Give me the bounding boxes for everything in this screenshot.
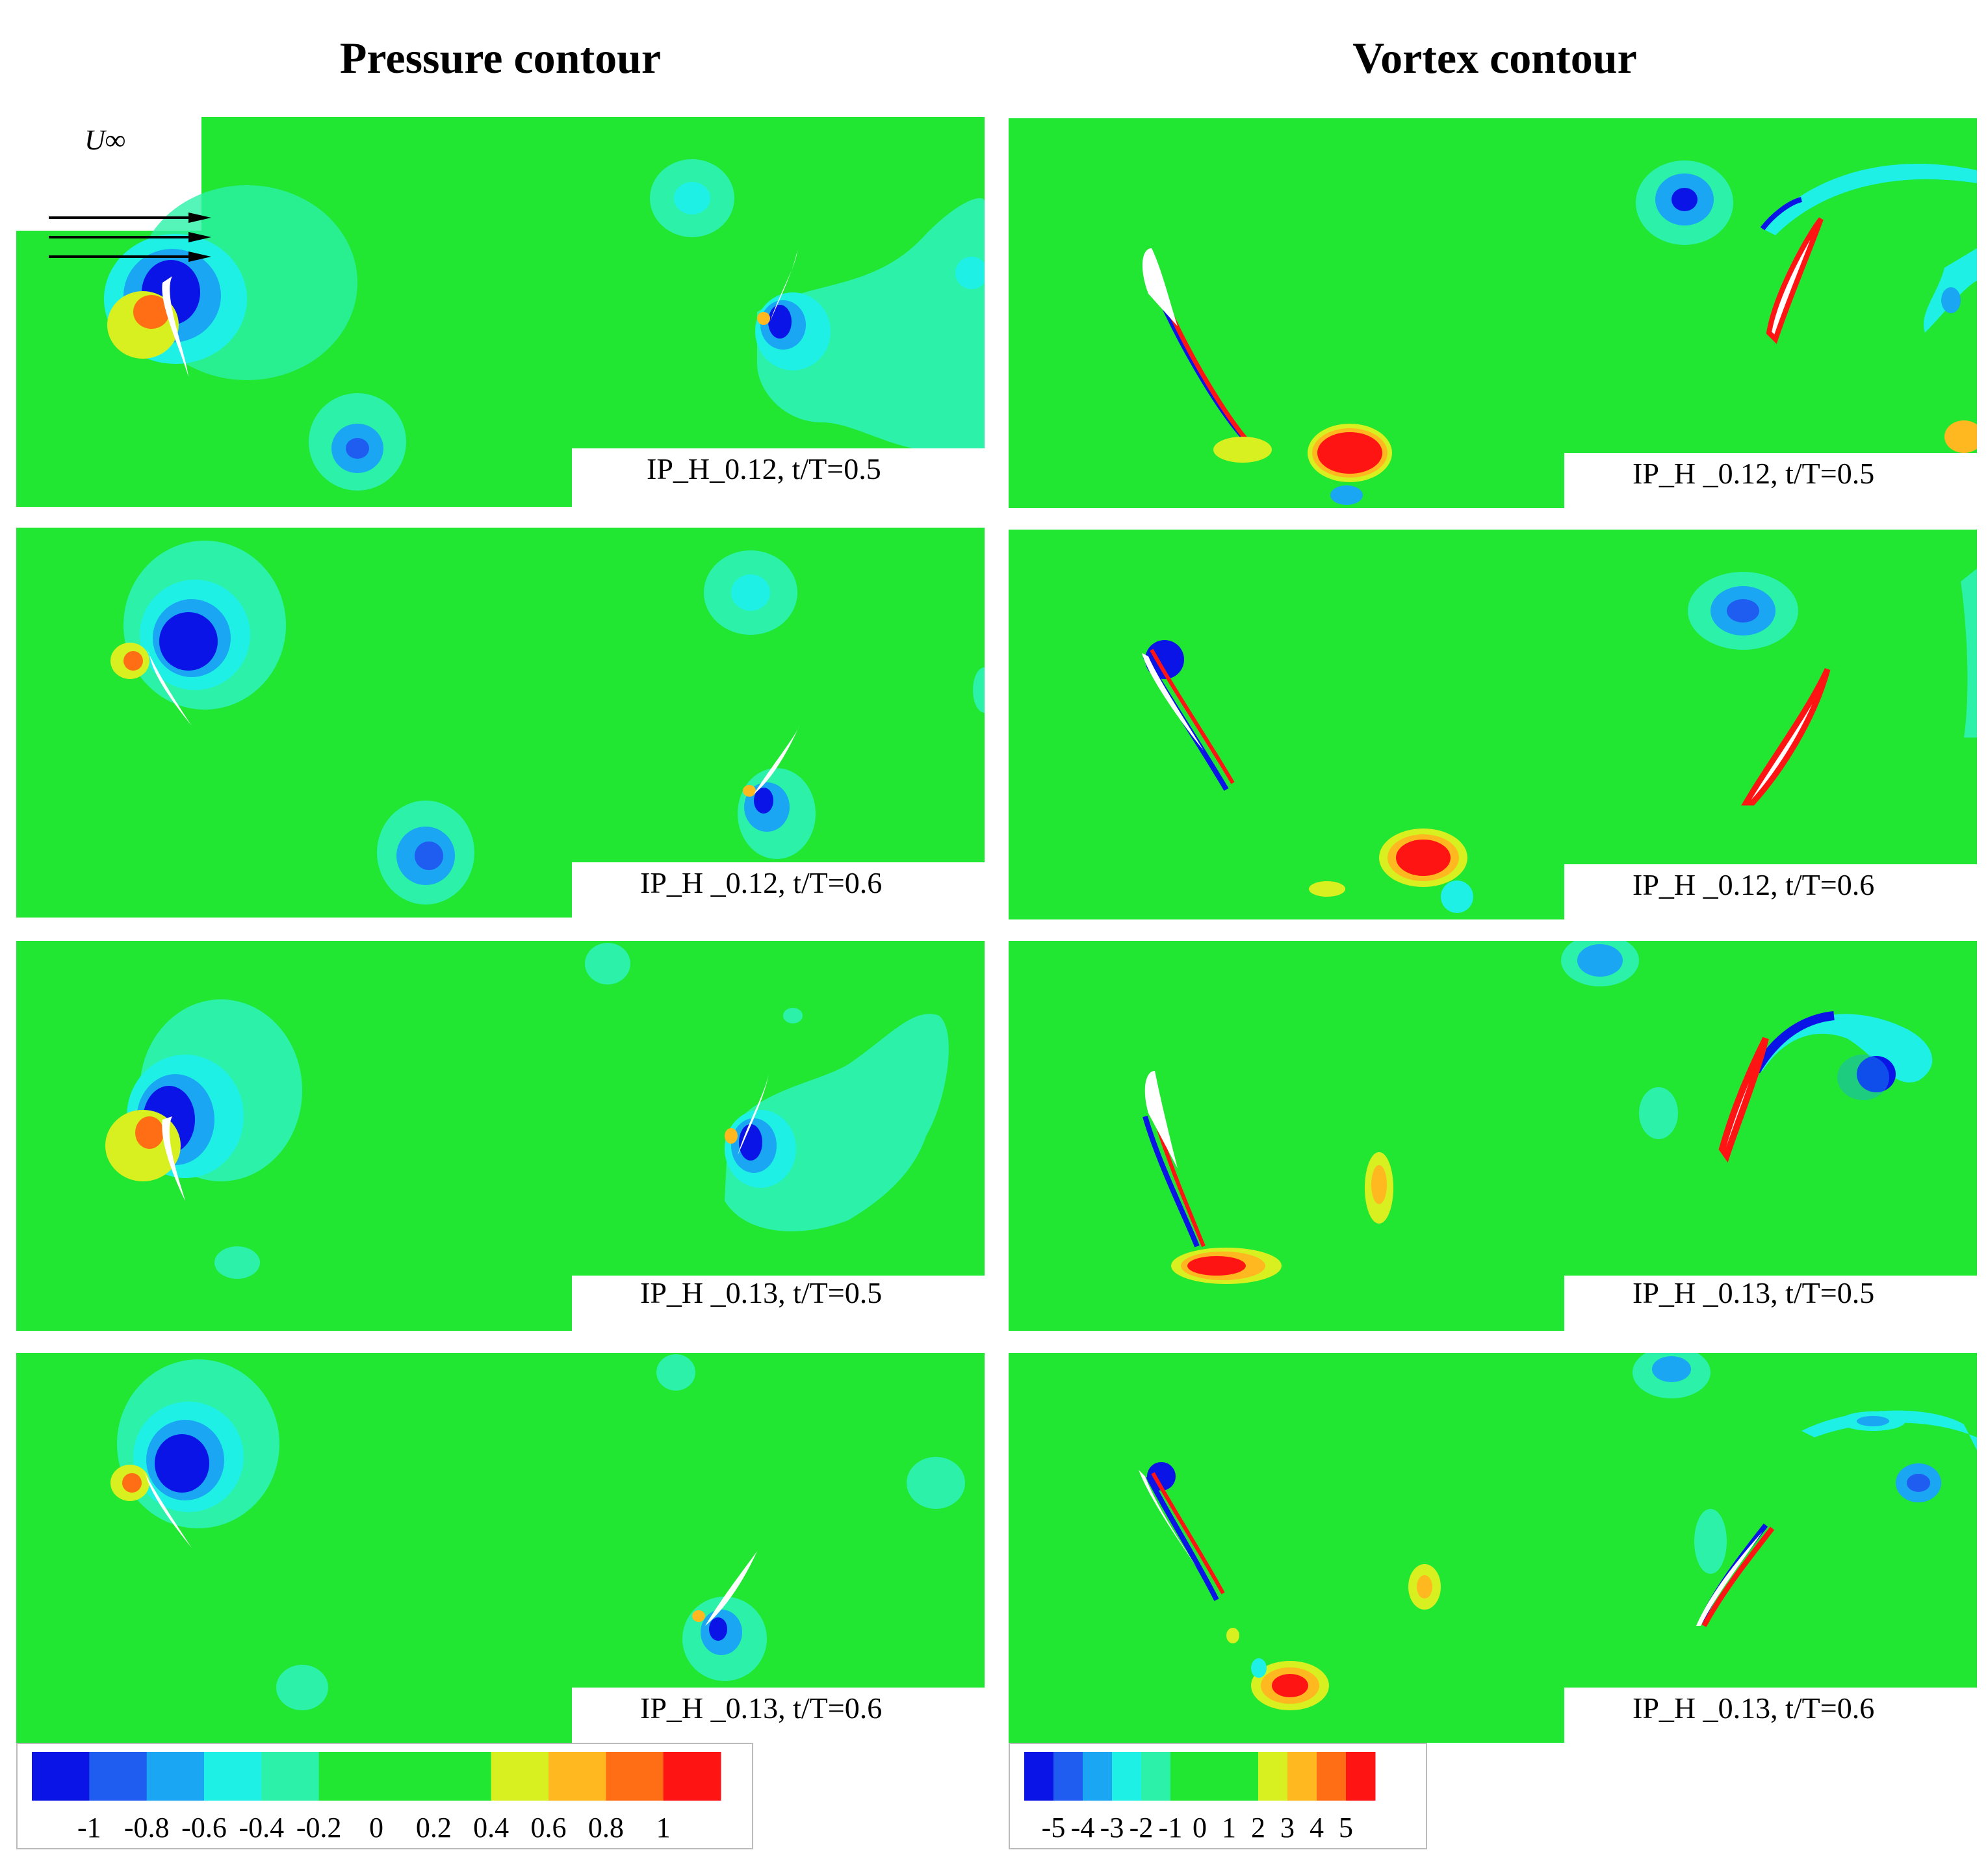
pressure-legend-color-swatch: [663, 1752, 721, 1801]
pressure-panel-3: IP_H _0.13, t/T=0.5: [16, 941, 985, 1331]
vortex-panel-1-label: IP_H _0.12, t/T=0.5: [1633, 457, 1875, 490]
pressure-legend-tick-label: -0.6: [181, 1812, 227, 1844]
pressure-legend-tick-label: 0.2: [416, 1812, 452, 1844]
pressure-field-4: [16, 1353, 985, 1743]
pressure-legend-tick-label: 0.4: [473, 1812, 509, 1844]
pressure-legend-tick-label: 0: [369, 1812, 383, 1844]
pressure-legend-tick-label: -0.8: [124, 1812, 170, 1844]
vortex-legend-tick-label: -5: [1042, 1812, 1066, 1844]
vortex-panel-3: IP_H _0.13, t/T=0.5: [1009, 941, 1977, 1331]
vortex-field-4: [1009, 1353, 1977, 1743]
freestream-label: U∞: [84, 124, 126, 156]
pressure-legend-color-swatch: [32, 1752, 90, 1801]
pressure-panel-2: IP_H _0.12, t/T=0.6: [16, 528, 985, 918]
pressure-panel-4: IP_H _0.13, t/T=0.6: [16, 1353, 985, 1743]
vortex-column-title: Vortex contour: [1352, 33, 1637, 83]
pressure-panel-3-label: IP_H _0.13, t/T=0.5: [640, 1276, 883, 1309]
vortex-legend-tick-label: -1: [1159, 1812, 1183, 1844]
pressure-legend-tick-label: -0.4: [239, 1812, 285, 1844]
vortex-panel-3-label: IP_H _0.13, t/T=0.5: [1633, 1276, 1875, 1309]
pressure-panel-4-label: IP_H _0.13, t/T=0.6: [640, 1691, 883, 1725]
vortex-legend-tick-label: -4: [1071, 1812, 1095, 1844]
pressure-legend-color-swatch: [89, 1752, 148, 1801]
vortex-panel-2: IP_H _0.12, t/T=0.6: [1009, 530, 1977, 919]
pressure-legend-tick-label: 0.8: [588, 1812, 624, 1844]
pressure-legend: -1 -0.8 -0.6 -0.4 -0.2 0 0.2 0.4 0.6 0.8 1: [16, 1743, 753, 1849]
vortex-panel-4-label: IP_H _0.13, t/T=0.6: [1633, 1691, 1875, 1725]
pressure-legend-color-swatch: [433, 1752, 492, 1801]
vortex-legend-tick-label: 3: [1280, 1812, 1295, 1844]
vortex-legend-color-swatch: [1024, 1752, 1054, 1801]
vortex-field-3: [1009, 941, 1977, 1331]
pressure-panel-1-label: IP_H_0.12, t/T=0.5: [647, 452, 881, 485]
vortex-legend-tick-label: 4: [1310, 1812, 1324, 1844]
pressure-panel-1: U∞ IP_H_0.12, t/T=0.5: [16, 117, 985, 507]
pressure-legend-color-swatch: [318, 1752, 377, 1801]
pressure-panel-2-label: IP_H _0.12, t/T=0.6: [640, 866, 883, 899]
pressure-colorbar: -1 -0.8 -0.6 -0.4 -0.2 0 0.2 0.4 0.6 0.8 1: [32, 1752, 721, 1844]
pressure-legend-color-swatch: [606, 1752, 664, 1801]
vortex-legend-color-swatch: [1346, 1752, 1376, 1801]
freestream-arrows: [49, 212, 211, 262]
vortex-legend-tick-label: -3: [1100, 1812, 1124, 1844]
vortex-legend-color-swatch: [1317, 1752, 1347, 1801]
vortex-legend-tick-label: 0: [1193, 1812, 1207, 1844]
pressure-legend-tick-label: 1: [656, 1812, 671, 1844]
vortex-legend-color-swatch: [1083, 1752, 1113, 1801]
vortex-legend-color-swatch: [1053, 1752, 1083, 1801]
pressure-legend-tick-label: -1: [77, 1812, 101, 1844]
pressure-legend-color-swatch: [491, 1752, 549, 1801]
vortex-legend-tick-label: -2: [1130, 1812, 1154, 1844]
vortex-panel-4: IP_H _0.13, t/T=0.6: [1009, 1353, 1977, 1743]
vortex-colorbar: -5 -4 -3 -2 -1 0 1 2 3 4 5: [1024, 1752, 1376, 1844]
pressure-legend-tick-label: 0.6: [531, 1812, 567, 1844]
pressure-legend-color-swatch: [261, 1752, 320, 1801]
pressure-column-title: Pressure contour: [339, 33, 662, 83]
vortex-legend-color-swatch: [1112, 1752, 1142, 1801]
vortex-legend-color-swatch: [1258, 1752, 1288, 1801]
vortex-panel-2-label: IP_H _0.12, t/T=0.6: [1633, 868, 1875, 901]
vortex-legend-color-swatch: [1200, 1752, 1230, 1801]
vortex-legend-color-swatch: [1287, 1752, 1317, 1801]
vortex-field-1: [1009, 118, 1977, 508]
pressure-legend-color-swatch: [376, 1752, 434, 1801]
vortex-legend-color-swatch: [1170, 1752, 1200, 1801]
vortex-legend-tick-label: 5: [1339, 1812, 1353, 1844]
pressure-legend-color-swatch: [146, 1752, 205, 1801]
vortex-legend-color-swatch: [1141, 1752, 1171, 1801]
pressure-field-3: [16, 941, 985, 1331]
pressure-field-2: [16, 528, 985, 918]
vortex-legend-color-swatch: [1229, 1752, 1259, 1801]
pressure-legend-color-swatch: [549, 1752, 606, 1801]
vortex-panel-1: IP_H _0.12, t/T=0.5: [1009, 118, 1977, 508]
vortex-field-2: [1009, 530, 1977, 919]
vortex-legend-tick-label: 1: [1222, 1812, 1236, 1844]
vortex-legend: -5 -4 -3 -2 -1 0 1 2 3 4 5: [1009, 1743, 1427, 1849]
pressure-legend-tick-label: -0.2: [296, 1812, 342, 1844]
vortex-legend-tick-label: 2: [1251, 1812, 1265, 1844]
pressure-legend-color-swatch: [204, 1752, 262, 1801]
